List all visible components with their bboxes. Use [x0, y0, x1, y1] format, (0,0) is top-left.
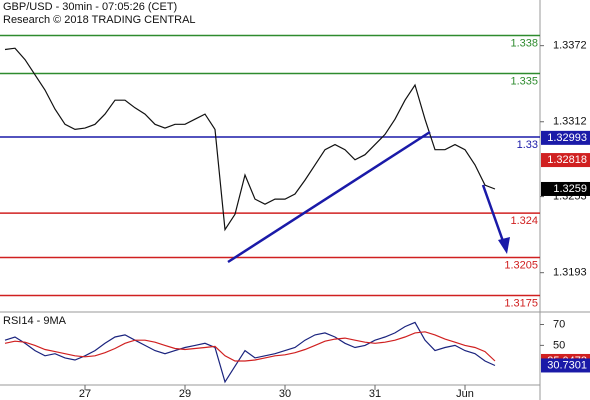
level-label: 1.338	[510, 37, 538, 49]
rsi-title: RSI14 - 9MA	[3, 315, 67, 327]
price-marker	[541, 153, 590, 168]
x-tick-label: 29	[179, 388, 191, 400]
y-tick-label: 50	[553, 339, 565, 351]
y-tick-label: 1.3193	[553, 267, 587, 279]
series-line	[4, 321, 496, 384]
trend-line	[227, 130, 431, 264]
price-marker	[541, 181, 590, 196]
price-marker	[541, 130, 590, 145]
price-marker-label: 1.3259	[553, 183, 587, 195]
level-label: 1.3205	[504, 259, 538, 271]
x-tick-label: Jun	[456, 388, 474, 400]
price-marker-label: 30.7301	[547, 359, 587, 371]
y-tick-label: 1.3312	[553, 116, 587, 128]
price-panel: 1.33721.33121.32531.31931.3381.3351.331.…	[0, 34, 590, 309]
forecast-arrow	[481, 184, 506, 245]
series-line	[4, 331, 496, 362]
y-tick-label: 70	[553, 318, 565, 330]
chart-subtitle: Research © 2018 TRADING CENTRAL	[3, 14, 196, 26]
x-tick-label: 30	[279, 388, 291, 400]
x-tick-label: 31	[369, 388, 381, 400]
price-marker-label: 1.32993	[547, 132, 587, 144]
chart-title: GBP/USD - 30min - 07:05:26 (CET)	[3, 1, 177, 13]
price-marker	[541, 358, 590, 373]
level-label: 1.33	[517, 139, 538, 151]
series-line	[4, 47, 496, 232]
y-tick-label: 1.3372	[553, 40, 587, 52]
x-tick-label: 27	[79, 388, 91, 400]
level-label: 1.3175	[504, 297, 538, 309]
price-marker-label: 1.32818	[547, 154, 587, 166]
arrow-head	[498, 237, 510, 254]
level-label: 1.335	[510, 75, 538, 87]
level-label: 1.324	[510, 215, 538, 227]
